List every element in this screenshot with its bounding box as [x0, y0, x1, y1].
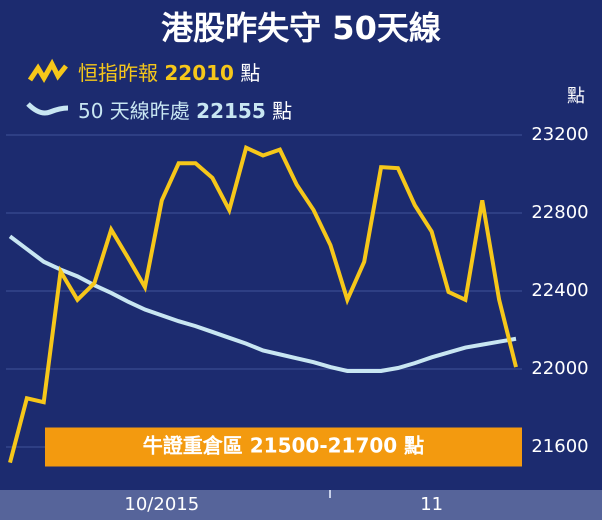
legend-unit: 點 [240, 61, 260, 85]
band [45, 427, 522, 467]
legend-icon [26, 102, 69, 116]
chart-title: 港股昨失守 50天線 [161, 9, 441, 47]
y-tick-label: 23200 [531, 124, 588, 145]
y-tick-label: 22000 [531, 358, 588, 379]
legend-entry: 恒指昨報 22010 點 [78, 61, 260, 85]
series-line [8, 144, 518, 464]
legend-value: 22155 [196, 99, 266, 123]
x-axis-band [0, 490, 602, 520]
y-unit: 點 [567, 86, 585, 107]
y-tick-label: 21600 [531, 436, 588, 457]
legend-value: 22010 [164, 61, 234, 85]
legend-label: 50 天線昨處 [78, 99, 190, 123]
legend-icon [27, 58, 68, 83]
x-tick-label: 10/2015 [124, 494, 199, 515]
y-tick-label: 22400 [531, 280, 588, 301]
legend-unit: 點 [272, 99, 292, 123]
legend-label: 恒指昨報 [78, 61, 158, 85]
y-tick-label: 22800 [531, 202, 588, 223]
band-label: 牛證重倉區 21500-21700 點 [143, 434, 424, 458]
legend-entry: 50 天線昨處 22155 點 [78, 99, 292, 123]
x-tick-label: 11 [420, 494, 443, 515]
